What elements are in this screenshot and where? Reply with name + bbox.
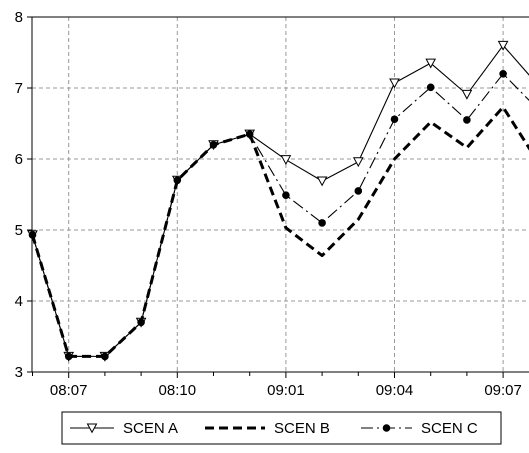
x-tick-label: 09:04 <box>376 382 414 399</box>
legend-label: SCEN C <box>421 420 478 437</box>
data-point-circle <box>245 130 254 138</box>
legend-item: SCEN C <box>361 420 478 437</box>
data-point-triangle <box>497 40 509 51</box>
data-point-triangle <box>352 157 364 168</box>
data-point-circle <box>282 191 290 200</box>
data-point-circle <box>426 83 435 92</box>
data-point-triangle <box>389 78 400 89</box>
data-point-circle <box>463 116 471 124</box>
data-point-triangle <box>280 155 292 166</box>
legend-marker-triangle <box>86 423 98 434</box>
legend-label: SCEN B <box>274 420 330 437</box>
legend: SCEN A SCEN B SCEN C <box>61 411 502 445</box>
data-point-circle <box>137 318 145 327</box>
series-3 <box>28 70 529 361</box>
legend-item: SCEN A <box>70 420 178 437</box>
legend-item: SCEN B <box>205 420 330 437</box>
x-tick-label: 09:01 <box>267 382 305 399</box>
data-point-circle <box>64 352 73 361</box>
x-tick-label: 09:07 <box>484 382 522 399</box>
legend-box <box>61 411 502 445</box>
data-point-circle <box>499 70 507 78</box>
y-tick-label: 6 <box>15 151 23 168</box>
x-tick-label: 08:07 <box>50 382 88 399</box>
y-tick-label: 5 <box>15 222 23 239</box>
x-tick-label: 08:10 <box>159 382 197 399</box>
data-point-circle <box>209 141 218 149</box>
data-point-circle <box>101 352 109 361</box>
y-tick-label: 7 <box>15 80 23 97</box>
data-point-circle <box>354 187 363 195</box>
y-tick-label: 3 <box>15 364 23 381</box>
y-tick-label: 4 <box>15 293 23 310</box>
legend-label: SCEN A <box>123 420 178 437</box>
data-point-triangle <box>461 89 473 100</box>
y-tick-label: 8 <box>15 9 23 26</box>
data-point-circle <box>390 115 399 124</box>
data-point-circle <box>173 176 182 185</box>
data-point-circle <box>318 219 326 227</box>
legend-marker-circle <box>382 424 391 432</box>
data-point-triangle <box>316 176 328 187</box>
data-point-triangle <box>425 58 437 69</box>
